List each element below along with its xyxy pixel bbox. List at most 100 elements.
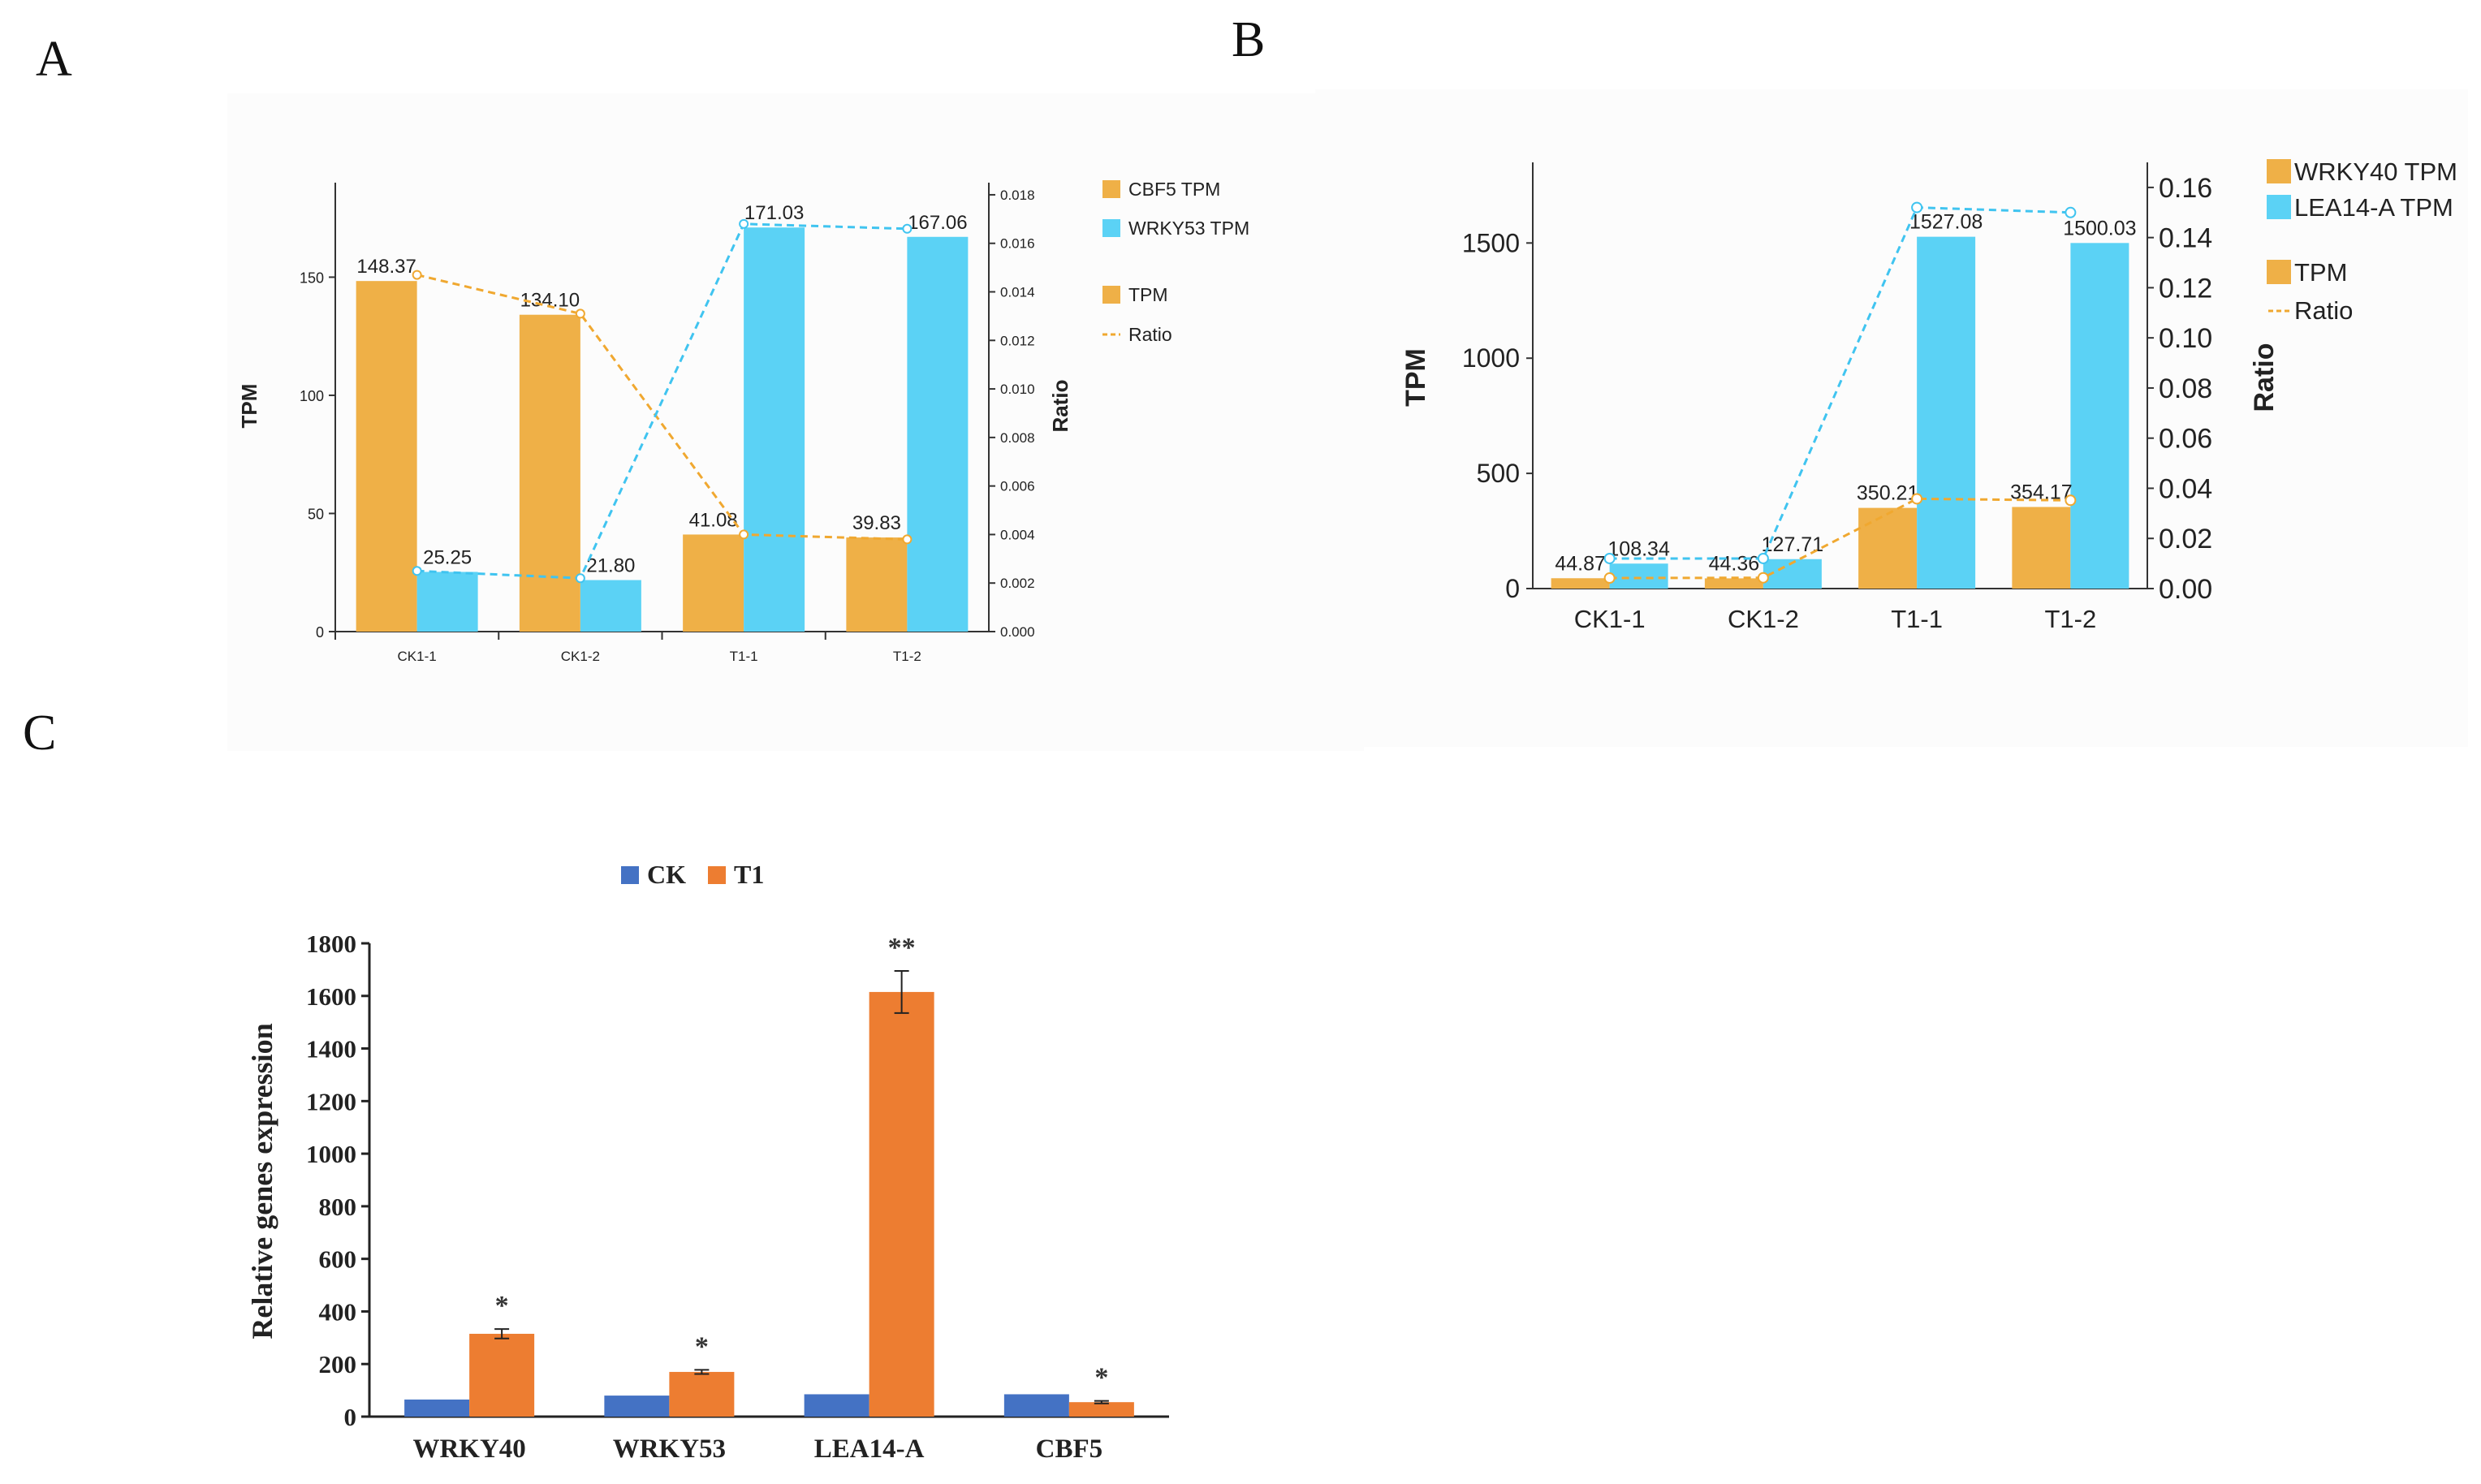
panel-label-b: B [1232, 12, 1266, 67]
ratio-point [1757, 552, 1769, 564]
x-tick-label: T1-2 [2045, 605, 2097, 633]
x-tick-label: T1-1 [730, 649, 758, 664]
ratio-point [1911, 201, 1923, 214]
x-tick-label: CK1-1 [398, 649, 437, 664]
y-tick-label: 0 [344, 1403, 357, 1431]
data-label: 39.83 [852, 512, 901, 534]
x-tick-label: WRKY40 [412, 1434, 525, 1464]
ratio-point [412, 270, 422, 280]
data-label: 44.87 [1555, 552, 1606, 575]
data-label: 1527.08 [1909, 211, 1983, 234]
y-axis-title: TPM [237, 384, 261, 429]
data-label: 167.06 [908, 212, 967, 234]
y2-tick-label: 0.04 [2159, 473, 2212, 504]
y2-tick-label: 0.014 [1000, 285, 1035, 300]
legend-swatch-tpm [2267, 260, 2291, 284]
data-label: 350.21 [1857, 482, 1918, 505]
bar-series-1 [519, 314, 580, 632]
legend-label: WRKY53 TPM [1128, 218, 1249, 239]
legend-label-ck: CK [647, 860, 686, 889]
x-tick-label: LEA14-A [814, 1434, 925, 1464]
y2-tick-label: 0.010 [1000, 382, 1035, 397]
x-tick-label: T1-2 [893, 649, 921, 664]
legend-label: Ratio [1128, 324, 1172, 345]
ratio-line-series-2 [1609, 206, 2071, 560]
legend-label: TPM [1128, 284, 1168, 305]
ratio-point [575, 308, 585, 319]
y2-tick-label: 0.008 [1000, 430, 1035, 446]
y2-tick-label: 0.006 [1000, 479, 1035, 494]
y2-tick-label: 0.16 [2159, 173, 2212, 204]
data-label: 44.36 [1709, 552, 1760, 575]
legend-swatch-series-2 [1102, 219, 1120, 237]
legend-swatch-ck [621, 866, 639, 884]
ratio-line-series-2 [416, 222, 908, 580]
x-tick-label: T1-1 [1891, 605, 1943, 633]
ratio-point [902, 534, 913, 545]
y-tick-label: 1000 [1462, 343, 1520, 373]
bar-series-2 [1917, 236, 1976, 589]
significance-mark: * [495, 1291, 509, 1321]
x-tick-label: CK1-1 [1574, 605, 1646, 633]
chart-c: 0 200 400 600 800 1000 1200 1400 1600 1800 Relativ… [246, 860, 1169, 1464]
bar-t1 [469, 1333, 535, 1417]
y-tick-label: 0 [316, 624, 324, 641]
bar-t1 [1068, 1402, 1134, 1417]
legend-label-t1: T1 [734, 860, 764, 889]
ratio-line-series-1 [1609, 497, 2071, 580]
data-label: 41.08 [689, 509, 738, 531]
significance-mark: * [1094, 1363, 1108, 1393]
significance-mark: ** [888, 933, 916, 963]
legend-label: TPM [2294, 258, 2347, 287]
y-tick-label: 600 [319, 1245, 357, 1274]
bar-series-2 [416, 572, 478, 632]
legend-swatch-tpm [1102, 286, 1120, 304]
y-tick-label: 800 [319, 1193, 357, 1221]
legend-swatch-t1 [708, 866, 726, 884]
y2-tick-label: 0.02 [2159, 524, 2212, 554]
y-tick-label: 1800 [306, 930, 356, 958]
ratio-point [902, 223, 913, 234]
y-tick-label: 1500 [1462, 228, 1520, 257]
data-label: 148.37 [356, 256, 416, 278]
ratio-point [739, 529, 749, 540]
y-tick-label: 100 [300, 388, 324, 404]
y2-tick-label: 0.06 [2159, 424, 2212, 455]
y-tick-label: 150 [300, 270, 324, 286]
ratio-point [2065, 206, 2077, 218]
ratio-line-series-1 [416, 274, 908, 541]
ratio-point [1603, 552, 1616, 564]
bar-series-1 [1858, 507, 1918, 589]
significance-mark: * [695, 1331, 709, 1361]
bar-series-1 [846, 537, 908, 632]
y2-tick-label: 0.002 [1000, 576, 1035, 591]
y-axis-title: Relative genes expression [246, 1023, 278, 1339]
ratio-point [575, 573, 585, 584]
ratio-point [1911, 493, 1923, 505]
y-axis-title: TPM [1400, 348, 1431, 407]
y2-tick-label: 0.000 [1000, 624, 1035, 640]
legend-label: WRKY40 TPM [2294, 157, 2457, 186]
bar-series-1 [683, 534, 744, 632]
data-label: 1500.03 [2063, 217, 2136, 239]
bar-series-2 [580, 580, 641, 632]
y2-axis-title: Ratio [2249, 343, 2280, 412]
bar-ck [1003, 1394, 1069, 1417]
bar-series-1 [1704, 578, 1763, 589]
x-tick-label: CK1-2 [1728, 605, 1799, 633]
y-tick-label: 400 [319, 1297, 357, 1326]
data-label: 21.80 [586, 555, 635, 577]
data-label: 25.25 [423, 547, 472, 569]
y2-tick-label: 0.08 [2159, 373, 2212, 404]
bar-series-2 [2070, 243, 2129, 589]
panel-label-a: A [36, 32, 72, 87]
bar-ck [604, 1396, 670, 1417]
y2-tick-label: 0.012 [1000, 333, 1035, 348]
panel-label-c: C [23, 705, 57, 761]
bar-series-2 [744, 227, 805, 632]
bar-t1 [669, 1371, 735, 1417]
y2-tick-label: 0.016 [1000, 236, 1035, 252]
data-label: 171.03 [744, 202, 804, 224]
y-tick-label: 1000 [306, 1140, 356, 1168]
bar-series-2 [1609, 563, 1668, 589]
